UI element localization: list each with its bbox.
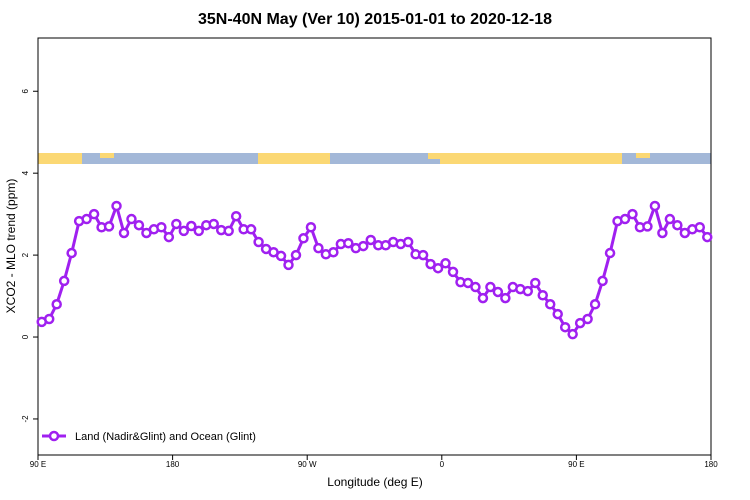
data-point [163, 231, 175, 243]
data-point [193, 225, 205, 237]
data-point [604, 247, 616, 259]
chart-title: 35N-40N May (Ver 10) 2015-01-01 to 2020-… [198, 11, 552, 28]
data-point [567, 328, 578, 340]
legend: Land (Nadir&Glint) and Ocean (Glint) [42, 430, 256, 443]
data-point [447, 266, 459, 278]
legend-marker [48, 430, 60, 442]
data-point [51, 299, 62, 310]
y-axis-label: XCO2 - MLO trend (ppm) [4, 179, 18, 314]
data-point [649, 200, 661, 212]
data-point [328, 246, 339, 258]
data-point [223, 225, 234, 237]
data-point [470, 281, 481, 293]
data-point [694, 221, 706, 233]
data-point [343, 237, 354, 249]
y-tick-label: 6 [21, 88, 30, 93]
x-tick-label: 90 E [30, 460, 46, 469]
x-tick-label: 90 W [298, 460, 317, 469]
data-point [657, 227, 668, 239]
data-point [642, 221, 653, 232]
data-point [305, 221, 317, 233]
data-point [619, 213, 631, 225]
legend-label: Land (Nadir&Glint) and Ocean (Glint) [75, 431, 256, 443]
data-point [58, 275, 70, 287]
data-point [230, 210, 242, 222]
data-point [313, 242, 324, 254]
data-point [402, 236, 414, 248]
data-point [672, 219, 683, 231]
y-tick-label: 0 [21, 334, 30, 339]
y-tick-label: 2 [21, 252, 30, 257]
x-tick-label: 180 [704, 460, 718, 469]
x-tick-label: 90 E [568, 460, 584, 469]
data-point [358, 240, 369, 252]
data-point [88, 208, 100, 220]
data-point [522, 285, 534, 297]
data-point [574, 317, 586, 329]
data-point [425, 258, 436, 270]
data-point [126, 213, 137, 225]
data-point [133, 219, 145, 231]
x-tick-label: 180 [166, 460, 180, 469]
data-point [118, 227, 130, 239]
data-point [492, 286, 504, 298]
data-point [208, 218, 219, 230]
data-point [664, 213, 676, 225]
data-point [500, 292, 511, 304]
data-point [462, 277, 474, 289]
data-point [552, 308, 563, 320]
data-point [597, 275, 608, 287]
data-point [530, 277, 541, 289]
data-point [582, 313, 593, 325]
data-point [417, 249, 429, 261]
data-point [432, 262, 444, 274]
data-point [186, 220, 197, 232]
data-point [627, 208, 638, 220]
data-point [477, 292, 489, 304]
data-point [245, 224, 257, 235]
land-ocean-strip [38, 153, 711, 164]
y-tick-label: -2 [21, 415, 30, 423]
data-point [81, 213, 92, 225]
data-point [253, 236, 264, 248]
data-point [171, 218, 182, 230]
data-point [283, 259, 294, 271]
data-point [290, 249, 302, 261]
data-point [111, 200, 122, 212]
data-point [275, 250, 287, 262]
x-tick-label: 0 [440, 460, 445, 469]
data-point [365, 234, 377, 246]
data-point [537, 289, 548, 301]
data-point [66, 247, 77, 259]
data-point [440, 258, 451, 269]
data-point [544, 299, 556, 310]
data-point [43, 313, 55, 325]
data-point [298, 233, 309, 244]
data-point [589, 299, 601, 310]
x-axis-label: Longitude (deg E) [327, 475, 422, 489]
data-point [702, 231, 713, 243]
data-point [103, 221, 115, 232]
y-tick-label: 4 [21, 170, 30, 175]
data-point [559, 321, 571, 333]
plot-frame [37, 37, 712, 456]
data-point [178, 225, 190, 237]
data-point [156, 221, 167, 233]
data-point [485, 281, 496, 293]
